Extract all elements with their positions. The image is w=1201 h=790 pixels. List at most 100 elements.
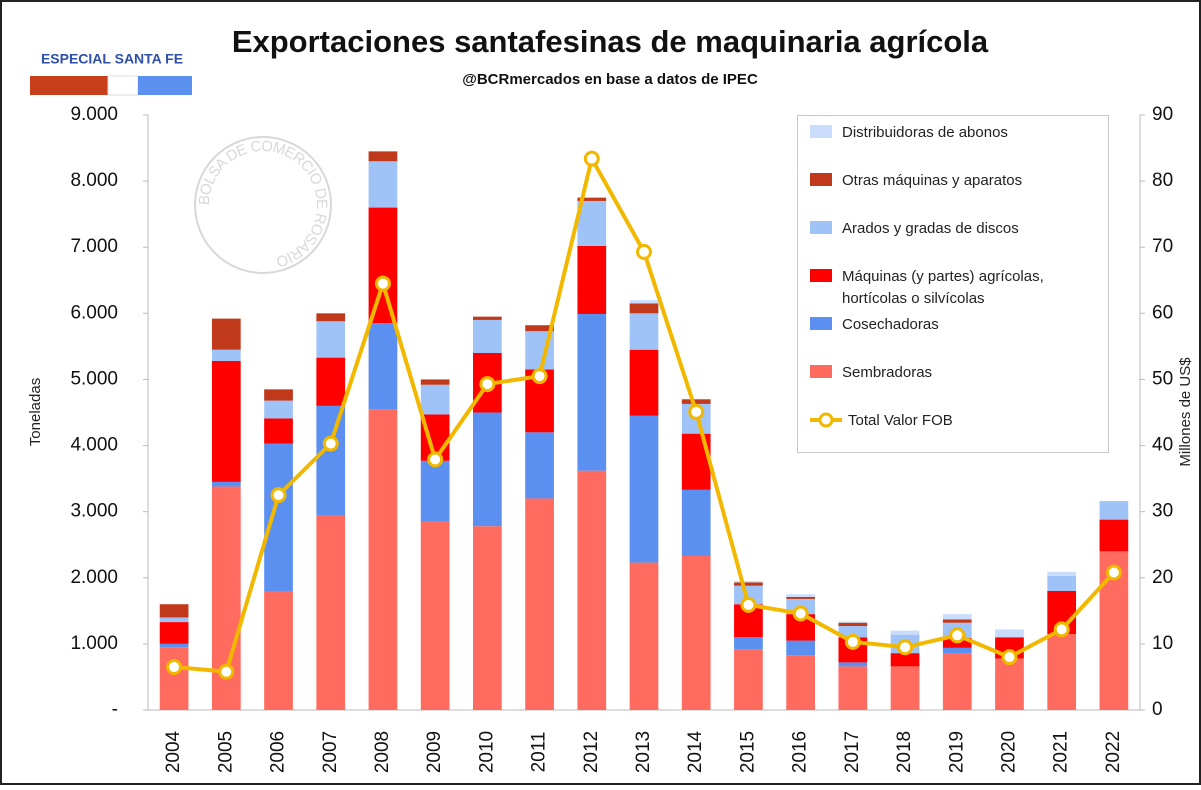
y-tick-label: 7.000 — [70, 236, 118, 257]
bar-segment — [577, 245, 607, 314]
bar-segment — [838, 662, 868, 667]
legend-marker — [818, 412, 834, 428]
y2-axis-label: Millones de US$ — [1177, 357, 1194, 467]
bar-segment — [211, 349, 241, 361]
bar-segment — [420, 460, 450, 522]
bar-segment — [995, 629, 1024, 638]
x-tick-label: 2012 — [581, 731, 602, 773]
y-axis-label: Toneladas — [27, 378, 44, 446]
bar-segment — [316, 357, 346, 406]
legend-label: Distribuidoras de abonos — [842, 124, 1008, 141]
x-tick-label: 2009 — [424, 731, 445, 773]
bar-segment — [473, 526, 502, 710]
y-tick-label: - — [112, 699, 118, 720]
line-marker — [688, 403, 705, 420]
line-marker — [427, 451, 444, 468]
bar-segment — [525, 325, 554, 332]
chart-subtitle: @BCRmercados en base a datos de IPEC — [462, 71, 758, 88]
legend-swatch — [810, 221, 832, 234]
legend-label: Arados y gradas de discos — [842, 220, 1019, 237]
bar-segment — [629, 415, 659, 563]
x-tick-label: 2020 — [998, 731, 1019, 773]
x-tick-label: 2014 — [685, 730, 706, 773]
bar-segment — [786, 655, 815, 710]
legend-item: Máquinas (y partes) agrícolas, hortícola… — [810, 266, 1100, 310]
bar-segment — [629, 303, 659, 314]
bar-segment — [577, 470, 607, 710]
bar-segment — [316, 514, 346, 710]
x-tick-label: 2021 — [1051, 731, 1072, 773]
line-marker — [374, 275, 391, 292]
bar-segment — [942, 653, 972, 710]
legend: Distribuidoras de abonos Otras máquinas y… — [797, 115, 1109, 453]
badge-bar — [107, 75, 139, 96]
bar-segment — [420, 379, 450, 385]
x-tick-label: 2013 — [633, 731, 654, 773]
bar-segment — [525, 498, 554, 710]
bar-segment — [1099, 519, 1129, 552]
x-tick-label: 2004 — [163, 730, 184, 773]
y2-tick-label: 80 — [1152, 170, 1173, 191]
y2-tick-label: 60 — [1152, 302, 1173, 323]
bar-segment — [368, 323, 398, 410]
y2-tick-label: 30 — [1152, 501, 1173, 522]
x-tick-label: 2017 — [842, 731, 863, 773]
bar-segment — [681, 555, 711, 710]
line-marker — [792, 605, 809, 622]
bar-segment — [629, 300, 659, 304]
bar-segment — [264, 443, 293, 591]
legend-item: Arados y gradas de discos — [810, 218, 1100, 240]
y-tick-label: 6.000 — [70, 302, 118, 323]
bar-segment — [786, 596, 815, 599]
watermark: BOLSA DE COMERCIO DE ROSARIO — [194, 136, 332, 274]
line-marker — [583, 150, 600, 167]
y-tick-label: 9.000 — [70, 104, 118, 125]
x-tick-label: 2010 — [476, 731, 497, 773]
bar-segment — [942, 614, 972, 620]
bar-segment — [525, 432, 554, 499]
badge-bar — [30, 76, 108, 95]
legend-swatch — [810, 317, 832, 330]
y2-tick-label: 20 — [1152, 567, 1173, 588]
bar-segment — [890, 666, 920, 710]
bar-segment — [734, 581, 763, 583]
line-marker — [897, 639, 914, 656]
bar-segment — [264, 591, 293, 710]
bar-segment — [890, 630, 920, 635]
bar-segment — [734, 649, 763, 710]
line-marker — [1001, 649, 1018, 666]
legend-swatch — [810, 125, 832, 138]
bar-segment — [681, 399, 711, 404]
y-tick-label: 4.000 — [70, 435, 118, 456]
bar-segment — [838, 666, 868, 710]
bar-segment — [838, 622, 868, 627]
bar-segment — [264, 418, 293, 444]
bar-segment — [890, 653, 920, 667]
bar-segment — [368, 151, 398, 162]
y-tick-label: 3.000 — [70, 501, 118, 522]
legend-swatch — [810, 412, 842, 428]
watermark-text: BOLSA DE COMERCIO DE ROSARIO — [196, 138, 330, 271]
bar-segment — [577, 200, 607, 246]
bar-segment — [995, 658, 1024, 710]
bar-segment — [159, 622, 189, 644]
line-marker — [531, 368, 548, 385]
chart-title: Exportaciones santafesinas de maquinaria… — [232, 24, 989, 59]
y2-tick-label: 70 — [1152, 236, 1173, 257]
line-marker — [1053, 621, 1070, 638]
bar-segment — [368, 207, 398, 324]
x-tick-label: 2018 — [894, 731, 915, 773]
line-marker — [166, 659, 183, 676]
legend-swatch — [810, 173, 832, 186]
x-tick-label: 2022 — [1103, 731, 1124, 773]
y-tick-label: 2.000 — [70, 567, 118, 588]
bar-segment — [786, 640, 815, 656]
bar-segment — [734, 582, 763, 586]
bar-segment — [211, 318, 241, 350]
line-marker — [322, 435, 339, 452]
line-marker — [479, 376, 496, 393]
legend-label: Otras máquinas y aparatos — [842, 172, 1023, 189]
y-tick-label: 1.000 — [70, 633, 118, 654]
